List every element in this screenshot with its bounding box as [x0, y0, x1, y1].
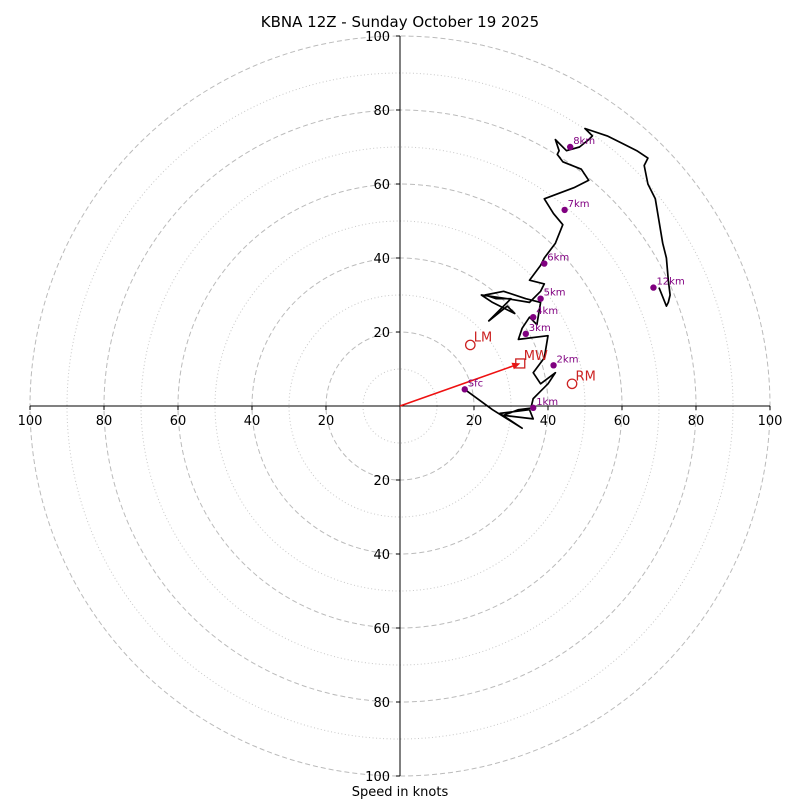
- height-marker-2km: [550, 362, 557, 369]
- y-tick-label: 40: [373, 252, 390, 267]
- y-tick-label: 60: [373, 178, 390, 193]
- hodograph-line: [464, 127, 671, 430]
- hodograph-trace: [464, 127, 671, 430]
- height-label-8km: 8km: [573, 136, 595, 147]
- height-marker-6km: [541, 260, 548, 267]
- height-label-4km: 4km: [536, 306, 558, 317]
- x-tick-label: 80: [688, 414, 705, 429]
- height-label-12km: 12km: [656, 277, 684, 288]
- x-tick-label: 20: [318, 414, 335, 429]
- y-tick-label: 100: [365, 770, 390, 785]
- height-label-7km: 7km: [568, 199, 590, 210]
- y-tick-label: 20: [373, 474, 390, 489]
- height-label-5km: 5km: [544, 288, 566, 299]
- x-tick-label: 20: [466, 414, 483, 429]
- storm-motion-marker-rm: [566, 378, 578, 390]
- x-axis-label: Speed in knots: [352, 785, 449, 800]
- height-marker-7km: [561, 206, 568, 214]
- height-label-1km: 1km: [536, 397, 558, 408]
- axis-ticks: 100 80 60 40 20 20 40 60 80 100 100 80 60 40 20 20 40 60 8…: [18, 30, 783, 785]
- storm-motion-label-rm: RM: [576, 369, 596, 384]
- height-marker-4km: [530, 314, 537, 321]
- height-marker-1km: [530, 404, 537, 412]
- storm-motion-marker-lm: [464, 339, 476, 351]
- x-tick-label: 60: [614, 414, 631, 429]
- x-tick-label: 80: [96, 414, 113, 429]
- height-marker-8km: [567, 143, 574, 151]
- chart-title: KBNA 12Z - Sunday October 19 2025: [261, 13, 539, 31]
- x-tick-label: 60: [170, 414, 187, 429]
- y-tick-label: 60: [373, 622, 390, 637]
- y-tick-label: 80: [373, 696, 390, 711]
- height-markers: Sfc 1km 2km 3km 4km 5km 6km 7km 8km 12km: [461, 136, 685, 412]
- x-tick-label: 40: [540, 414, 557, 429]
- height-marker-3km: [522, 330, 529, 338]
- x-tick-label: 100: [18, 414, 43, 429]
- height-marker-12km: [650, 284, 657, 291]
- height-marker-sfc: [461, 386, 468, 393]
- storm-motion-markers: LM MW RM: [464, 330, 596, 390]
- y-tick-label: 80: [373, 104, 390, 119]
- storm-motion-label-lm: LM: [474, 330, 492, 345]
- x-tick-label: 40: [244, 414, 261, 429]
- height-label-2km: 2km: [557, 354, 579, 365]
- x-tick-label: 100: [758, 414, 783, 429]
- storm-motion-marker-mw: [515, 358, 526, 369]
- y-tick-label: 100: [365, 30, 390, 45]
- height-marker-5km: [537, 295, 544, 302]
- height-label-3km: 3km: [529, 323, 551, 334]
- mean-wind-arrow-shaft: [399, 365, 513, 407]
- y-tick-label: 20: [373, 326, 390, 341]
- height-label-sfc: Sfc: [468, 378, 483, 389]
- storm-motion-label-mw: MW: [524, 349, 548, 364]
- height-label-6km: 6km: [547, 253, 569, 264]
- mean-wind-vector: [399, 362, 521, 407]
- y-tick-label: 40: [373, 548, 390, 563]
